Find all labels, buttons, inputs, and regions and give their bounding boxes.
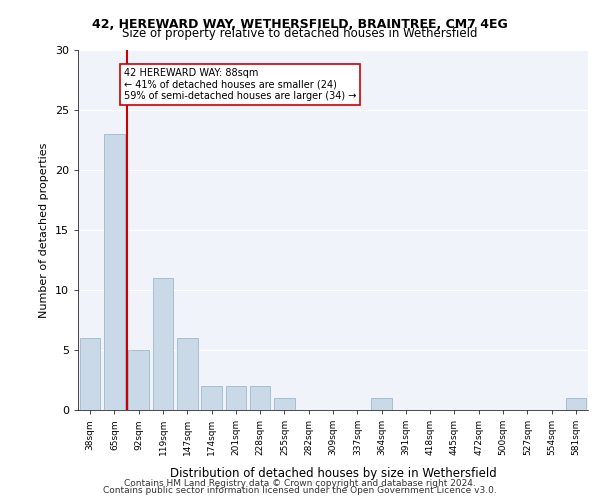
Bar <box>177 338 197 410</box>
Y-axis label: Number of detached properties: Number of detached properties <box>39 142 49 318</box>
Text: 42, HEREWARD WAY, WETHERSFIELD, BRAINTREE, CM7 4EG: 42, HEREWARD WAY, WETHERSFIELD, BRAINTRE… <box>92 18 508 30</box>
Text: Size of property relative to detached houses in Wethersfield: Size of property relative to detached ho… <box>122 28 478 40</box>
Bar <box>128 350 149 410</box>
Bar <box>152 278 173 410</box>
X-axis label: Distribution of detached houses by size in Wethersfield: Distribution of detached houses by size … <box>170 466 496 479</box>
Text: 42 HEREWARD WAY: 88sqm
← 41% of detached houses are smaller (24)
59% of semi-det: 42 HEREWARD WAY: 88sqm ← 41% of detached… <box>124 68 356 101</box>
Bar <box>201 386 222 410</box>
Bar <box>80 338 100 410</box>
Bar <box>274 398 295 410</box>
Text: Contains HM Land Registry data © Crown copyright and database right 2024.: Contains HM Land Registry data © Crown c… <box>124 478 476 488</box>
Bar <box>250 386 271 410</box>
Bar <box>566 398 586 410</box>
Bar <box>226 386 246 410</box>
Bar <box>371 398 392 410</box>
Text: Contains public sector information licensed under the Open Government Licence v3: Contains public sector information licen… <box>103 486 497 495</box>
Bar <box>104 134 125 410</box>
